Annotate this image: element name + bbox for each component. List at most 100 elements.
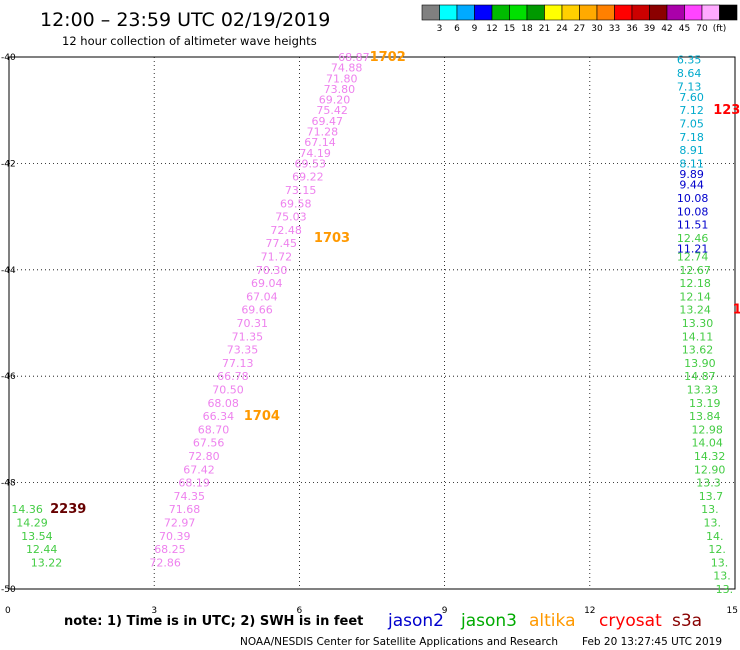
color-swatch: [649, 4, 668, 21]
wave-height-label: 14.87: [684, 370, 716, 383]
wave-height-label: 12.: [708, 543, 726, 556]
x-tick-label: 0: [5, 606, 11, 616]
wave-height-label: 11.21: [677, 243, 709, 256]
pass-time-label: 123: [713, 103, 740, 118]
wave-height-label: 70.31: [236, 317, 267, 330]
color-scale-label: 36: [626, 24, 638, 34]
color-swatch: [631, 4, 650, 21]
color-scale-label: 21: [539, 24, 550, 34]
wave-height-label: 71.68: [169, 503, 201, 516]
color-swatch: [439, 4, 458, 21]
wave-height-label: 69.66: [241, 304, 273, 317]
wave-height-label: 13.3: [696, 477, 721, 490]
y-tick-label: -46: [1, 372, 16, 382]
wave-height-label: 72.80: [188, 450, 220, 463]
wave-height-label: 71.80: [326, 72, 358, 85]
wave-height-label: 12.44: [26, 543, 58, 556]
wave-height-label: 12.74: [677, 251, 709, 264]
wave-height-label: 7.13: [677, 80, 702, 93]
wave-height-label: 10.08: [677, 192, 709, 205]
pass-labels: 1702 1703 1704 2239 123 1: [50, 50, 740, 517]
wave-height-label: 13.30: [682, 317, 714, 330]
wave-height-label: 67.42: [183, 463, 215, 476]
wave-height-label: 68.70: [198, 423, 230, 436]
color-swatch: [701, 4, 720, 21]
wave-height-label: 68.25: [154, 543, 186, 556]
color-swatch: [614, 4, 633, 21]
color-scale-label: 9: [472, 24, 478, 34]
color-scale-label: 70: [696, 24, 708, 34]
wave-height-label: 74.19: [299, 147, 331, 160]
color-scale-label: (ft): [713, 24, 727, 34]
color-scale-label: 24: [556, 24, 568, 34]
wave-height-label: 69.22: [292, 171, 324, 184]
wave-height-label: 68.19: [178, 477, 210, 490]
chart-title: 12:00 – 23:59 UTC 02/19/2019: [40, 9, 330, 31]
y-tick-label: -50: [1, 585, 16, 595]
wave-height-label: 66.34: [203, 410, 235, 423]
color-swatch: [666, 4, 685, 21]
legend-item: cryosat: [599, 611, 662, 631]
wave-height-label: 13.33: [687, 384, 719, 397]
wave-height-label: 71.28: [307, 125, 339, 138]
color-swatch: [684, 4, 703, 21]
legend-item: jason3: [460, 611, 517, 631]
y-tick-label: -40: [1, 53, 16, 63]
wave-height-label: 74.88: [331, 62, 363, 75]
map-grid: [8, 56, 736, 590]
legend-item: altika: [529, 611, 576, 631]
wave-height-label: 13.: [711, 556, 729, 569]
wave-height-label: 12.98: [691, 423, 723, 436]
wave-height-label: 14.29: [16, 517, 48, 530]
wave-height-label: 71.72: [261, 251, 293, 264]
wave-height-label: 13.7: [699, 490, 724, 503]
y-tick-label: -48: [1, 479, 16, 489]
wave-height-label: 70.30: [256, 264, 288, 277]
wave-height-label: 67.04: [246, 290, 278, 303]
wave-height-label: 69.20: [319, 94, 351, 107]
x-tick-label: 9: [442, 606, 448, 616]
wave-height-label: 13.24: [679, 304, 711, 317]
color-scale-label: 6: [454, 24, 460, 34]
wave-height-label: 69.53: [295, 157, 327, 170]
axis-ticks: 0 3 6 9 12 15 -40 -42 -44 -46 -48 -50: [1, 53, 738, 616]
wave-height-label: 13.90: [684, 357, 716, 370]
wave-height-label: 74.35: [174, 490, 206, 503]
color-swatch: [474, 4, 493, 21]
wave-height-label: 71.35: [232, 330, 264, 343]
color-scale-label: 30: [591, 24, 603, 34]
color-scale-label: 33: [609, 24, 620, 34]
legend-item: jason2: [387, 611, 444, 631]
pass-time-label: 1704: [244, 409, 280, 424]
wave-height-label: 14.36: [11, 503, 42, 516]
color-scale-label: 18: [521, 24, 533, 34]
wave-height-label: 69.58: [280, 197, 312, 210]
color-scale-label: 39: [644, 24, 656, 34]
wave-height-label: 14.04: [691, 437, 723, 450]
wave-height-label: 13.: [716, 583, 734, 596]
wave-height-label: 13.: [704, 517, 722, 530]
wave-height-label: 75.42: [316, 104, 348, 117]
x-tick-label: 6: [297, 606, 303, 616]
wave-height-label: 13.: [713, 570, 731, 583]
y-tick-label: -44: [1, 266, 16, 276]
color-swatch: [491, 4, 510, 21]
color-swatch: [596, 4, 615, 21]
wave-height-label: 77.45: [266, 237, 298, 250]
wave-height-label: 13.84: [689, 410, 721, 423]
wave-height-label: 69.04: [251, 277, 283, 290]
wave-height-label: 75.03: [275, 211, 307, 224]
y-tick-label: -42: [1, 159, 16, 169]
color-scale-label: 12: [486, 24, 497, 34]
wave-height-label: 70.39: [159, 530, 191, 543]
wave-height-label: 12.90: [694, 463, 726, 476]
wave-height-label: 13.19: [689, 397, 721, 410]
wave-height-label: 66.78: [217, 370, 249, 383]
wave-height-label: 14.: [706, 530, 724, 543]
wave-height-label: 8.91: [679, 144, 704, 157]
wave-height-label: 72.97: [164, 517, 196, 530]
chart-subtitle: 12 hour collection of altimeter wave hei…: [62, 34, 317, 48]
wave-height-label: 70.50: [212, 384, 244, 397]
wave-height-label: 67.14: [304, 136, 336, 149]
pass-time-label: 2239: [50, 502, 86, 517]
